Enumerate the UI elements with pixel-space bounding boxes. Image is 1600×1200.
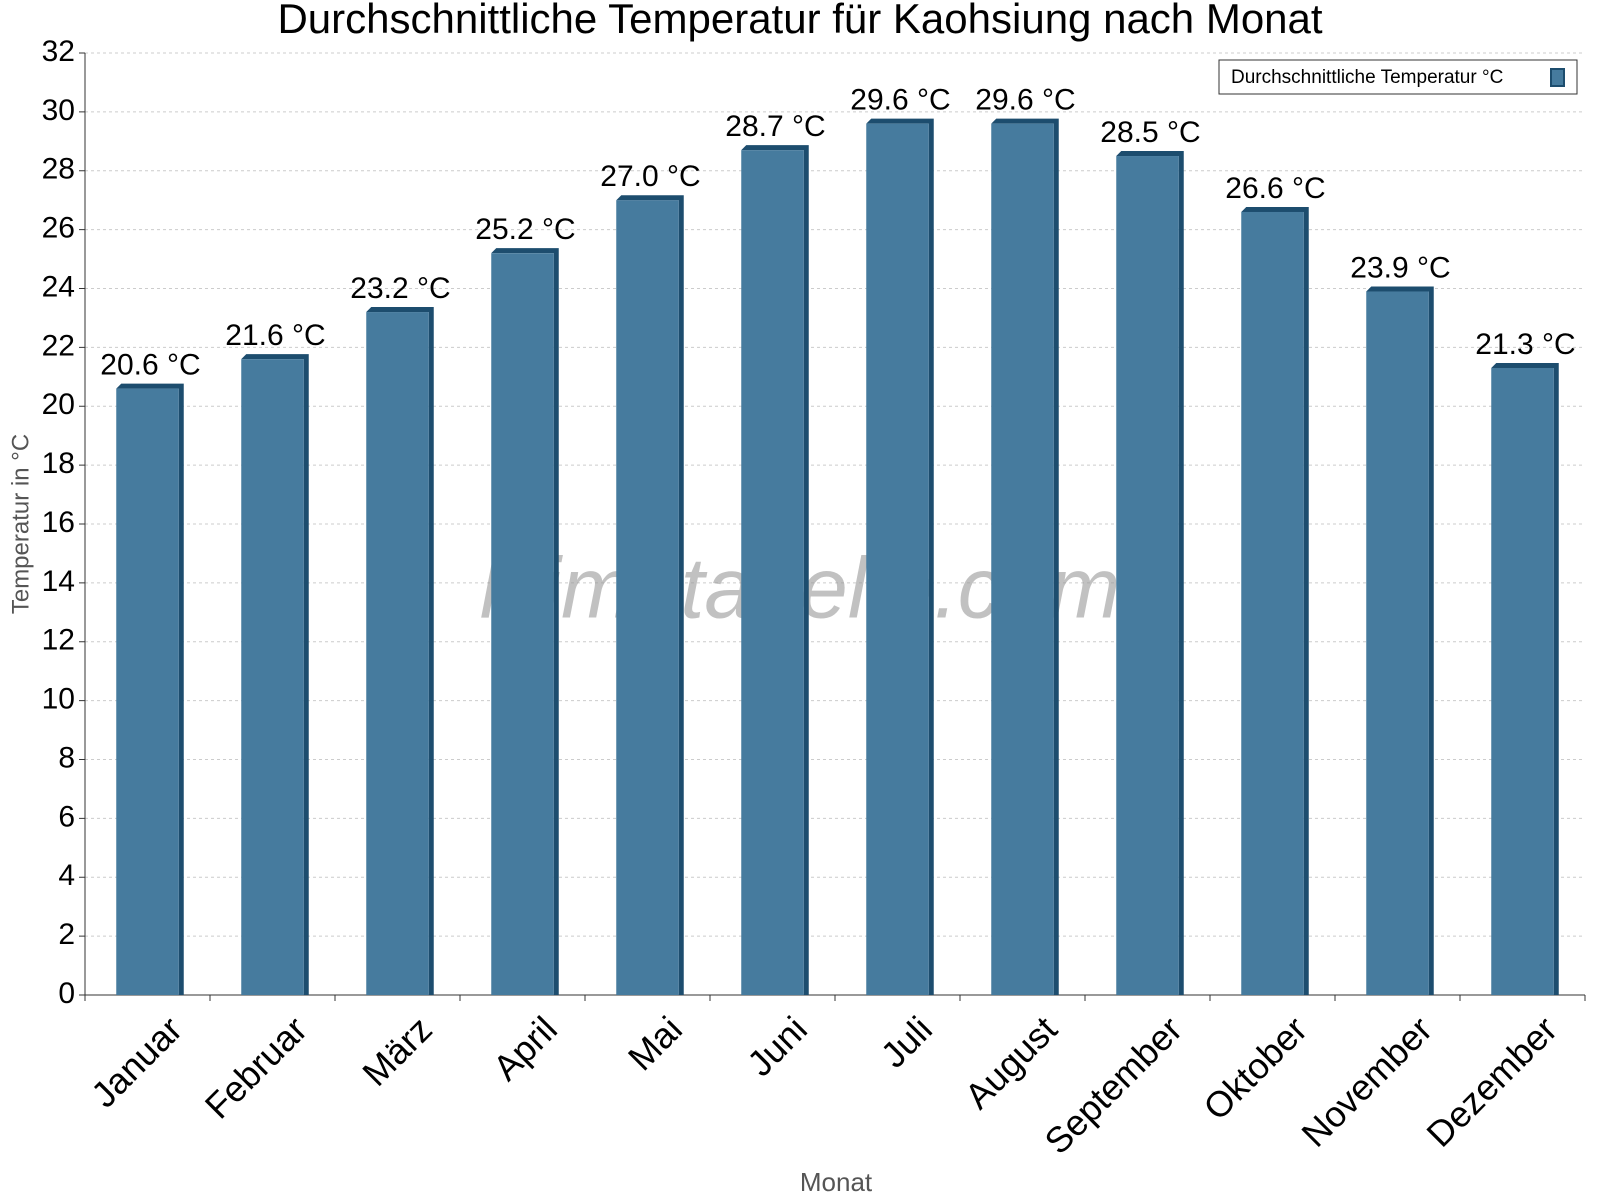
x-tick-label: März — [354, 1008, 440, 1094]
data-label: 23.2 °C — [350, 272, 450, 305]
y-tick-label: 4 — [58, 859, 75, 892]
y-tick-label: 0 — [58, 977, 75, 1010]
y-tick-label: 16 — [42, 506, 75, 539]
legend: Durchschnittliche Temperatur °C — [1218, 59, 1578, 95]
data-label: 20.6 °C — [100, 349, 200, 382]
y-tick-label: 10 — [42, 683, 75, 716]
y-tick-label: 24 — [42, 270, 75, 303]
bar — [116, 388, 179, 995]
data-label: 26.6 °C — [1225, 172, 1325, 205]
y-tick-label: 20 — [42, 388, 75, 421]
data-label: 21.3 °C — [1475, 328, 1575, 361]
x-tick-label: Januar — [83, 1008, 190, 1115]
x-tick-label: Mai — [620, 1008, 690, 1078]
data-label: 23.9 °C — [1350, 251, 1450, 284]
legend-swatch — [1550, 68, 1565, 87]
bar — [1491, 367, 1554, 995]
bar — [366, 312, 429, 995]
data-label: 28.5 °C — [1100, 116, 1200, 149]
x-tick-label: August — [957, 1008, 1065, 1116]
bar — [1116, 156, 1179, 995]
x-tick-label: September — [1036, 1008, 1190, 1162]
y-tick-label: 8 — [58, 741, 75, 774]
bar — [616, 200, 679, 995]
x-tick-label: Oktober — [1195, 1008, 1315, 1128]
bar — [1241, 211, 1304, 995]
chart-title: Durchschnittliche Temperatur für Kaohsiu… — [277, 0, 1322, 42]
y-axis-label: Temperatur in °C — [7, 434, 34, 614]
y-tick-label: 30 — [42, 94, 75, 127]
data-label: 27.0 °C — [600, 160, 700, 193]
x-tick-label: Juni — [739, 1008, 815, 1084]
y-tick-label: 12 — [42, 624, 75, 657]
x-axis-label: Monat — [800, 1167, 873, 1197]
data-label: 28.7 °C — [725, 110, 825, 143]
bar — [241, 359, 304, 995]
x-tick-label: November — [1293, 1008, 1439, 1154]
data-label: 21.6 °C — [225, 319, 325, 352]
legend-box — [1218, 59, 1578, 95]
x-tick-label: Juli — [873, 1008, 940, 1075]
y-tick-label: 28 — [42, 153, 75, 186]
bar — [866, 123, 929, 995]
y-tick-label: 14 — [42, 565, 75, 598]
data-label: 25.2 °C — [475, 213, 575, 246]
y-tick-label: 2 — [58, 918, 75, 951]
legend-label: Durchschnittliche Temperatur °C — [1231, 67, 1503, 88]
x-tick-label: April — [485, 1008, 565, 1088]
y-tick-label: 26 — [42, 212, 75, 245]
bar — [491, 253, 554, 996]
y-tick-label: 18 — [42, 447, 75, 480]
bar — [991, 123, 1054, 995]
bar — [1366, 291, 1429, 996]
y-tick-label: 22 — [42, 329, 75, 362]
x-tick-label: Februar — [197, 1008, 315, 1126]
data-label: 29.6 °C — [850, 84, 950, 117]
y-tick-label: 32 — [42, 35, 75, 68]
x-tick-label: Dezember — [1418, 1008, 1564, 1154]
data-label: 29.6 °C — [975, 84, 1075, 117]
bar — [741, 150, 804, 996]
y-tick-label: 6 — [58, 800, 75, 833]
